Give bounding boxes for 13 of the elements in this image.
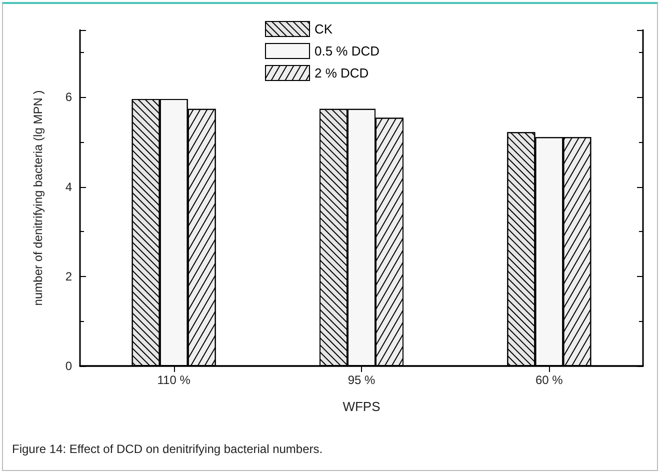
- legend-label: 2 % DCD: [314, 66, 369, 80]
- legend-label: CK: [314, 22, 333, 36]
- legend-label: 0.5 % DCD: [314, 44, 380, 58]
- y-tick-label: 4: [65, 180, 72, 194]
- y-tick-label: 6: [65, 90, 72, 104]
- y-tick-label: 2: [65, 269, 72, 284]
- x-tick-label: 95 %: [348, 373, 376, 387]
- y-tick-label: 0: [65, 359, 72, 373]
- caption: Figure 14: Effect of DCD on denitrifying bacterial numbers.: [12, 442, 323, 456]
- y-axis-title: number of denitrifying bacteria (lg MPN ): [31, 90, 45, 306]
- x-tick-label: 110 %: [157, 373, 191, 387]
- x-tick-label: 60 %: [535, 373, 564, 387]
- x-axis-title: WFPS: [342, 399, 381, 414]
